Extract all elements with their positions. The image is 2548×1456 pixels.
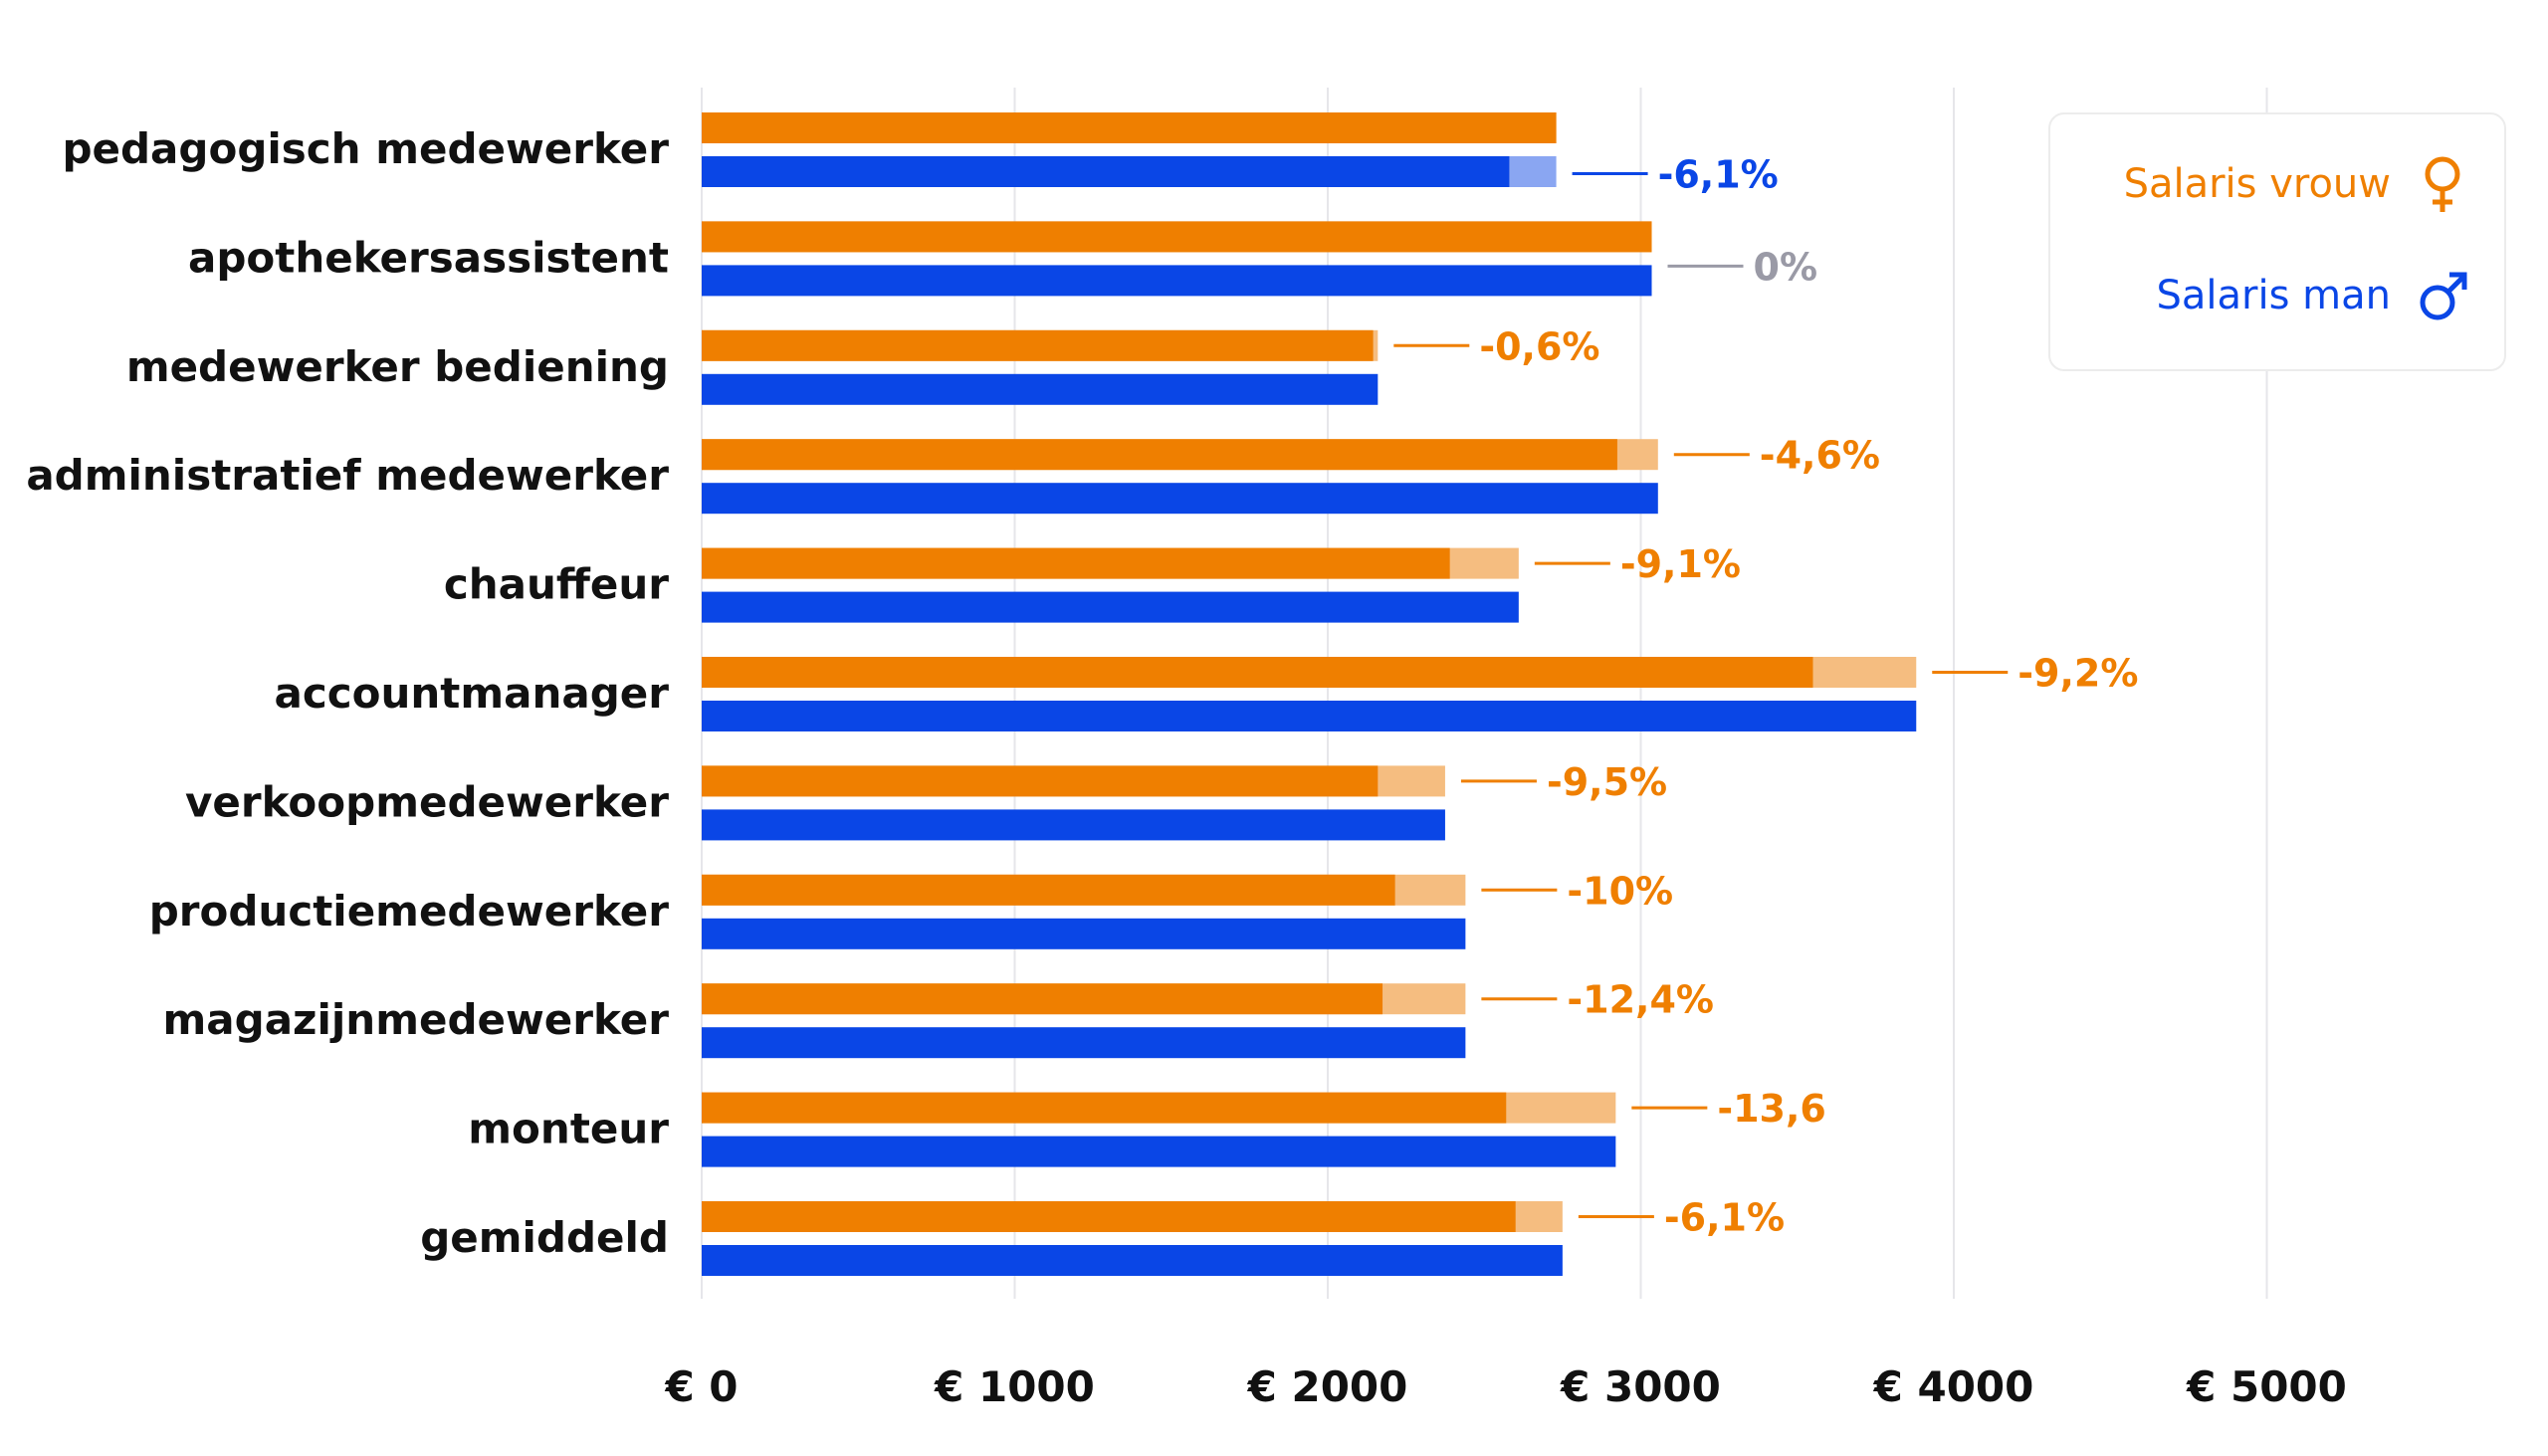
bar-male	[702, 1027, 1466, 1059]
legend-label-male: Salaris man	[2156, 273, 2391, 318]
x-tick-label: € 3000	[1560, 1362, 1721, 1411]
bar-female	[702, 1201, 1516, 1232]
bar-female	[702, 439, 1617, 471]
bar-male	[702, 809, 1445, 841]
bars	[702, 112, 1917, 1276]
category-label: accountmanager	[275, 669, 670, 718]
legend-label-female: Salaris vrouw	[2123, 161, 2391, 207]
bar-male	[702, 918, 1466, 949]
category-label: gemiddeld	[420, 1213, 669, 1262]
bar-male	[702, 591, 1519, 623]
legend-item-female: Salaris vrouw	[2124, 154, 2468, 214]
gap-label: 0%	[1754, 245, 1818, 289]
gap-label: -4,6%	[1760, 434, 1880, 478]
category-label: administratief medewerker	[26, 451, 669, 500]
bar-male	[702, 701, 1917, 731]
x-axis-ticks: € 0 € 1000 € 2000 € 3000 € 4000 € 5000	[664, 1362, 2346, 1411]
bar-male	[702, 265, 1652, 297]
bar-male	[702, 156, 1510, 187]
x-tick-label: € 0	[664, 1362, 738, 1411]
bar-female	[702, 1092, 1507, 1124]
category-label: verkoopmedewerker	[185, 777, 669, 826]
gap-label: -9,5%	[1547, 760, 1667, 804]
bar-female	[702, 874, 1395, 906]
gap-label: -6,1%	[1658, 153, 1779, 197]
male-symbol-icon	[2420, 272, 2467, 320]
x-tick-label: € 1000	[934, 1362, 1095, 1411]
category-labels: pedagogisch medewerker apothekersassisten…	[26, 124, 669, 1262]
category-label: chauffeur	[444, 560, 669, 609]
gap-label: -10%	[1567, 869, 1673, 913]
legend-item-male: Salaris man	[2157, 266, 2468, 325]
gap-label: -13,6	[1717, 1087, 1826, 1131]
category-label: magazijnmedewerker	[163, 995, 670, 1044]
bar-male	[702, 483, 1658, 515]
category-label: medewerker bediening	[126, 342, 669, 391]
gap-label: -6,1%	[1664, 1196, 1785, 1240]
x-tick-label: € 5000	[2186, 1362, 2347, 1411]
category-label: productiemedewerker	[149, 887, 670, 936]
bar-male	[702, 1136, 1616, 1167]
female-symbol-icon	[2425, 156, 2460, 212]
gap-annotations: -6,1% 0% -0,6% -4,6% -9,1% -9,2% -9,5% -10% -12,…	[1393, 153, 2138, 1240]
bar-female	[702, 112, 1557, 143]
x-tick-label: € 4000	[1873, 1362, 2034, 1411]
bar-female	[702, 547, 1450, 579]
gap-label: -12,4%	[1567, 978, 1714, 1022]
bar-female	[702, 983, 1383, 1015]
category-label: monteur	[468, 1105, 669, 1153]
gap-label: -0,6%	[1479, 324, 1599, 368]
category-label: pedagogisch medewerker	[62, 124, 669, 173]
bar-female	[702, 329, 1374, 361]
bar-female	[702, 221, 1652, 253]
gap-label: -9,1%	[1620, 542, 1741, 586]
bar-male	[702, 1245, 1563, 1276]
bar-male	[702, 373, 1379, 405]
legend: Salaris vrouw Salaris man	[2048, 112, 2506, 371]
bar-female	[702, 657, 1813, 688]
bar-female	[702, 765, 1379, 797]
gap-label: -9,2%	[2017, 652, 2138, 696]
x-tick-label: € 2000	[1247, 1362, 1408, 1411]
category-label: apothekersassistent	[188, 233, 669, 282]
